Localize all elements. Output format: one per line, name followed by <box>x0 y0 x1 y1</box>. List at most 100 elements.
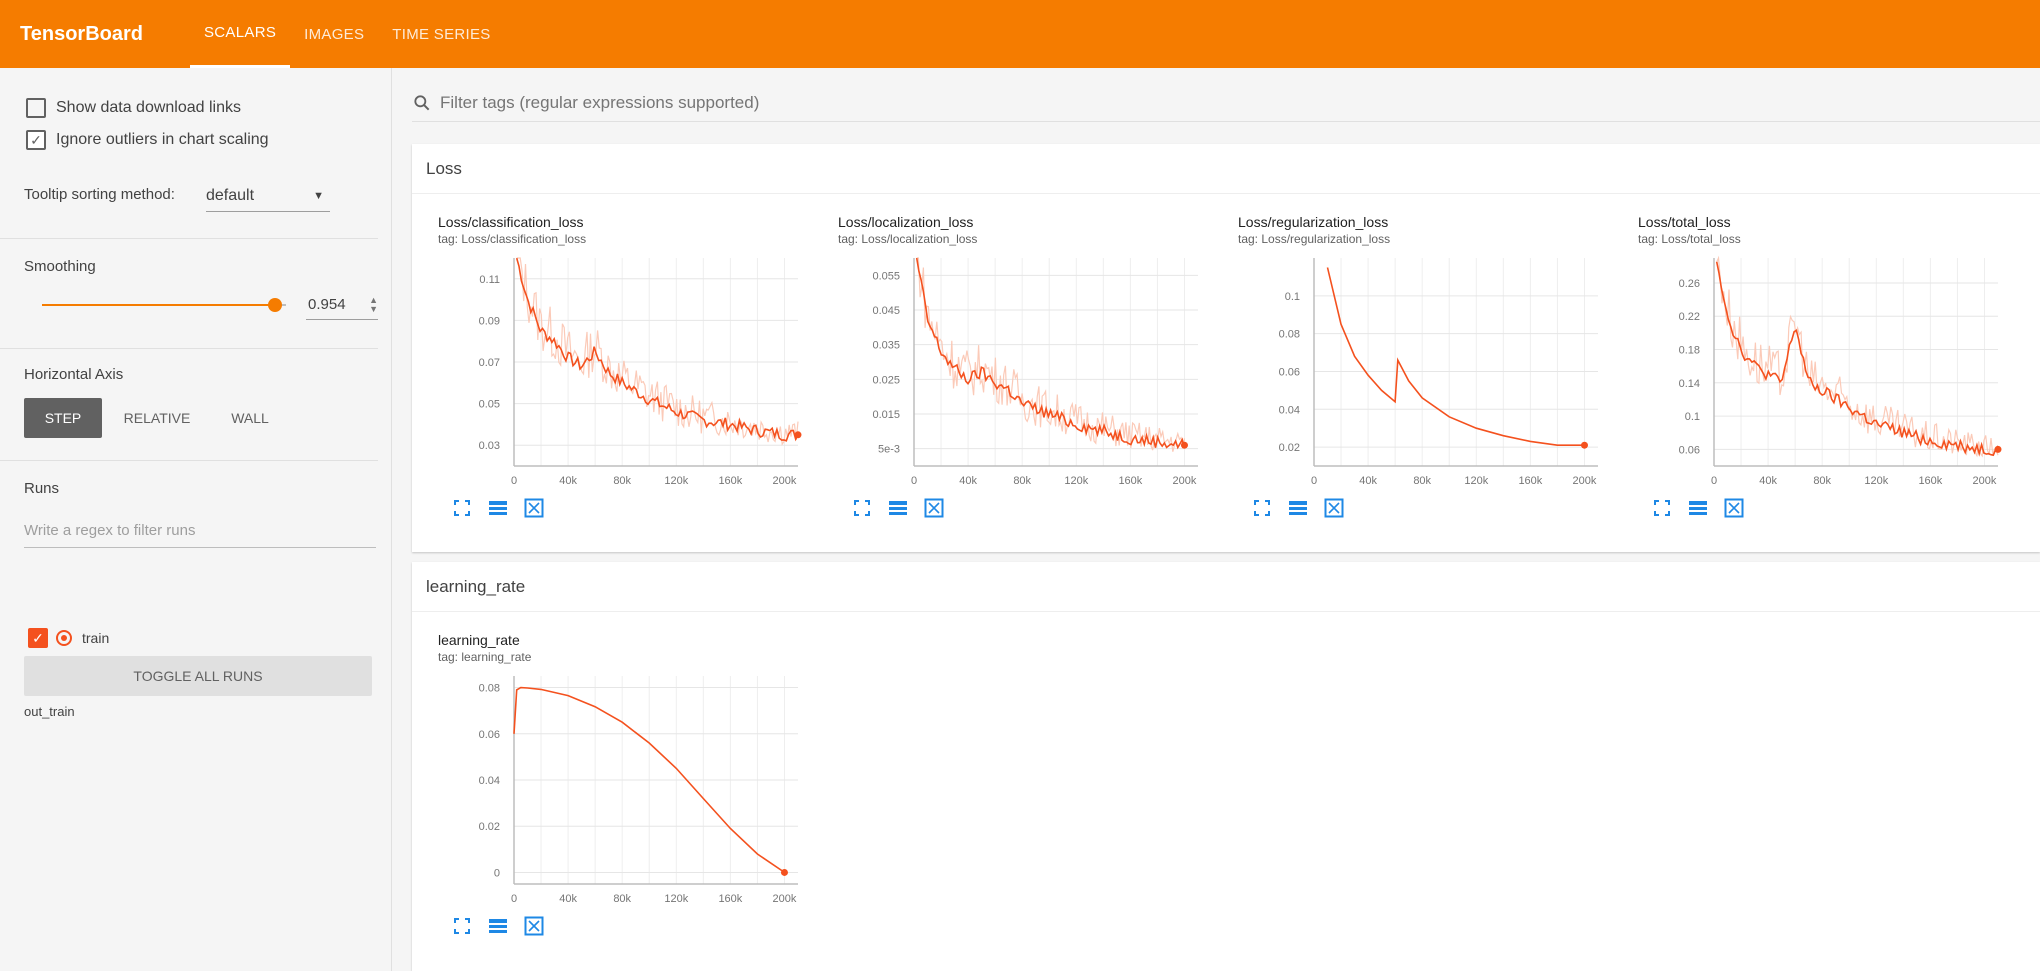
show-download-links-label: Show data download links <box>56 99 242 116</box>
search-icon <box>414 94 430 110</box>
y-tick-label: 0.22 <box>1679 311 1700 323</box>
x-tick-label: 80k <box>613 475 631 487</box>
show-download-links-checkbox[interactable] <box>26 98 46 118</box>
toggle-all-runs-button[interactable]: TOGGLE ALL RUNS <box>24 656 372 696</box>
y-tick-label: 0.045 <box>872 305 900 317</box>
chart-card: Loss/total_loss tag: Loss/total_loss 0.06 0… <box>1622 206 2008 546</box>
y-tick-label: 0.08 <box>1279 329 1300 341</box>
chart-plot[interactable]: 0.03 0.05 0.07 0.09 0.11 0 40k 80k 120k 160k 200k <box>422 250 808 490</box>
x-tick-label: 0 <box>511 893 517 905</box>
raw-series-line <box>916 257 1186 452</box>
axis-wall-button[interactable]: WALL <box>231 410 269 426</box>
x-tick-label: 120k <box>1864 475 1888 487</box>
run-train-checkbox[interactable]: ✓ <box>28 628 48 648</box>
chart-plot[interactable]: 5e-3 0.015 0.025 0.035 0.045 0.055 0 40k 80k 120k… <box>822 250 1208 490</box>
chart-plot[interactable]: 0 0.02 0.04 0.06 0.08 0 40k 80k 120k 160k 200k <box>422 668 808 908</box>
chart-tag: tag: learning_rate <box>438 650 532 664</box>
log-scale-icon[interactable] <box>1286 496 1310 520</box>
fit-domain-icon[interactable] <box>1322 496 1346 520</box>
chart-actions <box>1650 496 1746 520</box>
x-tick-label: 80k <box>1813 475 1831 487</box>
smoothed-series-line <box>915 257 1186 450</box>
smoothed-series-line <box>515 257 799 442</box>
axis-step-button[interactable]: STEP <box>24 398 102 438</box>
tag-filter-input[interactable]: Filter tags (regular expressions support… <box>412 84 2040 122</box>
log-scale-icon[interactable] <box>1686 496 1710 520</box>
x-tick-label: 0 <box>511 475 517 487</box>
fullscreen-icon[interactable] <box>450 496 474 520</box>
fit-domain-icon[interactable] <box>522 914 546 938</box>
fit-domain-icon[interactable] <box>522 496 546 520</box>
y-tick-label: 0.11 <box>479 274 500 286</box>
y-tick-label: 0.02 <box>1279 442 1300 454</box>
tab-time-series[interactable]: TIME SERIES <box>392 25 491 43</box>
x-tick-label: 200k <box>1173 475 1197 487</box>
series-line <box>513 686 785 874</box>
y-tick-label: 0.04 <box>1279 404 1300 416</box>
divider <box>0 238 378 239</box>
run-color-icon[interactable] <box>56 630 72 646</box>
stepper-icon[interactable]: ▲ ▼ <box>369 294 378 314</box>
log-scale-icon[interactable] <box>486 496 510 520</box>
smoothing-slider[interactable] <box>42 298 286 312</box>
y-tick-label: 0.06 <box>1679 444 1700 456</box>
x-tick-label: 40k <box>1759 475 1777 487</box>
runs-filter-input[interactable]: Write a regex to filter runs <box>24 514 376 548</box>
chart-plot[interactable]: 0.02 0.04 0.06 0.08 0.1 0 40k 80k 120k 160k 200k <box>1222 250 1608 490</box>
ignore-outliers-option[interactable]: ✓ Ignore outliers in chart scaling <box>26 130 269 150</box>
chart-tag: tag: Loss/localization_loss <box>838 232 978 246</box>
y-tick-label: 0.1 <box>1685 411 1700 423</box>
runs-label: Runs <box>24 480 60 497</box>
x-tick-label: 120k <box>1464 475 1488 487</box>
x-tick-label: 80k <box>1013 475 1031 487</box>
x-tick-label: 0 <box>1711 475 1717 487</box>
log-scale-icon[interactable] <box>486 914 510 938</box>
chart-actions <box>850 496 946 520</box>
raw-series-line <box>516 257 799 446</box>
y-tick-label: 0.04 <box>479 775 500 787</box>
show-download-links-option[interactable]: Show data download links <box>26 98 241 118</box>
axis-relative-button[interactable]: RELATIVE <box>123 410 191 426</box>
log-scale-icon[interactable] <box>886 496 910 520</box>
x-tick-label: 80k <box>1413 475 1431 487</box>
run-item-train[interactable]: ✓ train <box>28 628 109 648</box>
chart-card: Loss/regularization_loss tag: Loss/regula… <box>1222 206 1608 546</box>
y-tick-label: 5e-3 <box>878 444 900 456</box>
section-loss-header[interactable]: Loss <box>412 144 2040 194</box>
tab-images[interactable]: IMAGES <box>304 25 365 43</box>
smoothed-series-line <box>1715 261 1999 457</box>
chart-title: Loss/localization_loss <box>838 214 974 230</box>
chart-title: Loss/classification_loss <box>438 214 584 230</box>
ignore-outliers-checkbox[interactable]: ✓ <box>26 130 46 150</box>
section-learning-rate-header[interactable]: learning_rate <box>412 562 2040 612</box>
y-tick-label: 0.025 <box>872 374 900 386</box>
run-directory: out_train <box>24 704 75 719</box>
x-tick-label: 200k <box>773 893 797 905</box>
x-tick-label: 160k <box>1918 475 1942 487</box>
x-tick-label: 80k <box>613 893 631 905</box>
chart-card: Loss/localization_loss tag: Loss/localiza… <box>822 206 1208 546</box>
tooltip-sorting-select[interactable]: default ▼ <box>206 180 330 212</box>
fit-domain-icon[interactable] <box>1722 496 1746 520</box>
smoothing-slider-thumb[interactable] <box>267 298 282 312</box>
chart-card: learning_rate tag: learning_rate 0 0.02 0.04… <box>422 624 808 964</box>
chart-plot[interactable]: 0.06 0.1 0.14 0.18 0.22 0.26 0 40k 80k 120k 160k 20… <box>1622 250 2008 490</box>
x-tick-label: 200k <box>1573 475 1597 487</box>
smoothing-value: 0.954 <box>308 296 346 313</box>
x-tick-label: 200k <box>1973 475 1997 487</box>
x-tick-label: 0 <box>911 475 917 487</box>
fullscreen-icon[interactable] <box>1250 496 1274 520</box>
fullscreen-icon[interactable] <box>450 914 474 938</box>
horizontal-axis-label: Horizontal Axis <box>24 366 124 383</box>
y-tick-label: 0.08 <box>479 683 500 695</box>
tab-scalars[interactable]: SCALARS <box>190 0 291 68</box>
x-tick-label: 40k <box>959 475 977 487</box>
smoothing-value-input[interactable]: 0.954 ▲ ▼ <box>306 290 378 320</box>
fullscreen-icon[interactable] <box>1650 496 1674 520</box>
x-tick-label: 120k <box>664 893 688 905</box>
fullscreen-icon[interactable] <box>850 496 874 520</box>
tooltip-sorting-label: Tooltip sorting method: <box>24 186 175 203</box>
y-tick-label: 0.26 <box>1679 278 1700 290</box>
fit-domain-icon[interactable] <box>922 496 946 520</box>
run-train-label: train <box>82 630 110 646</box>
